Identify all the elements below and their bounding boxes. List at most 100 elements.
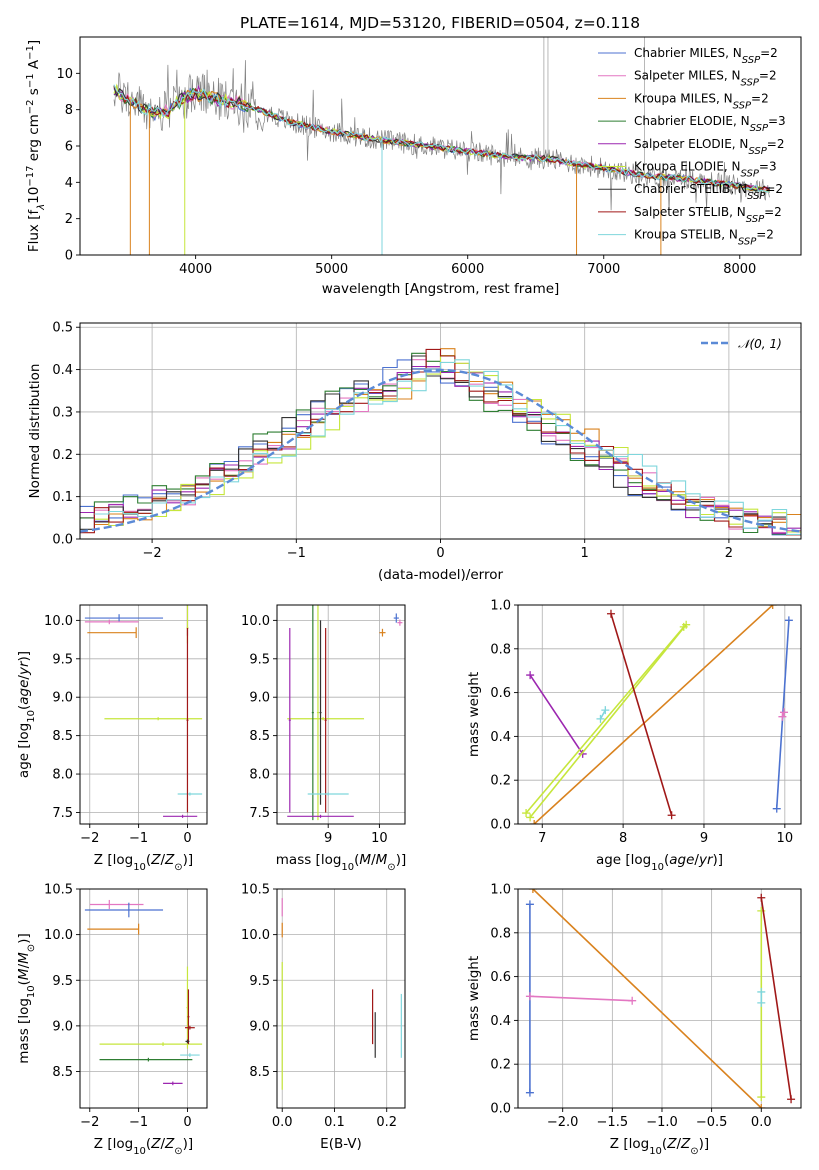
y-tick-label: 10.0 <box>44 928 73 943</box>
plot-area <box>277 889 405 1108</box>
error-bar <box>311 605 314 821</box>
panel-residuals: −2 −1 0 1 2 0.0 0.1 0.2 0.3 0.4 0.5 <box>52 321 802 561</box>
error-bar <box>177 792 203 796</box>
y-axis-label: mass weight <box>466 672 482 757</box>
error-bar <box>84 902 164 918</box>
error-bar <box>185 1039 190 1044</box>
weight-marker <box>768 605 777 609</box>
error-bar <box>99 1042 203 1046</box>
y-tick-label: 10.0 <box>241 928 270 943</box>
y-tick-label: 0.3 <box>52 405 73 420</box>
x-tick-label: −2 <box>143 546 162 561</box>
weight-series <box>526 671 587 758</box>
error-bar <box>84 614 164 622</box>
error-bar <box>99 1057 193 1062</box>
weight-marker <box>787 1095 796 1104</box>
error-bar <box>186 628 189 813</box>
y-tick-label: 0.2 <box>52 448 73 463</box>
weight-marker <box>667 811 676 820</box>
weight-marker <box>772 804 781 813</box>
y-tick-label: 9.5 <box>52 974 73 989</box>
plot-area <box>80 889 207 1108</box>
legend-label: Salpeter ELODIE, NSSP=2 <box>634 137 784 157</box>
x-tick-label: 0 <box>183 1115 191 1130</box>
legend-label: Chabrier ELODIE, NSSP=3 <box>634 114 786 134</box>
axes-frame <box>276 888 406 1109</box>
weight-marker <box>757 1093 766 1102</box>
x-tick-label: 7000 <box>587 262 620 277</box>
y-tick-label: 0.5 <box>52 321 73 336</box>
axes-frame <box>276 604 406 825</box>
x-tick-label: 0 <box>436 546 444 561</box>
weight-marker <box>526 813 535 822</box>
x-tick-label: 9 <box>324 831 332 846</box>
legend-label: Kroupa ELODIE, NSSP=3 <box>634 160 777 180</box>
y-tick-label: 0.0 <box>490 818 511 833</box>
legend-label: 𝒩(0, 1) <box>738 337 782 351</box>
weight-line <box>760 897 792 1100</box>
panel-weight-vs-age: 7 8 9 10 0.0 0.2 0.4 0.6 0.8 1.0 <box>490 599 802 846</box>
y-tick-label: 10 <box>56 67 73 82</box>
x-tick-label: 7 <box>538 831 546 846</box>
y-tick-label: 8 <box>65 103 73 118</box>
x-axis-label: mass [log10(M/M⊙)] <box>276 852 406 873</box>
y-axis-label: age [log10(age/yr)] <box>16 651 37 778</box>
error-bar <box>307 792 349 796</box>
x-tick-label: 8 <box>619 831 627 846</box>
weight-marker <box>530 820 539 824</box>
x-tick-label: 6000 <box>451 262 484 277</box>
y-tick-label: 10.5 <box>241 883 270 898</box>
error-bar <box>87 923 140 935</box>
weight-marker <box>757 893 766 902</box>
y-tick-label: 1.0 <box>490 599 511 614</box>
y-tick-label: 0.6 <box>490 970 511 985</box>
error-bar <box>84 619 139 625</box>
legend-label: Kroupa STELIB, NSSP=2 <box>634 228 774 248</box>
plot-area <box>80 323 801 539</box>
x-tick-label: −1 <box>129 1115 148 1130</box>
axes-frame <box>517 888 802 1109</box>
weight-line <box>529 674 584 755</box>
y-tick-label: 6 <box>65 140 73 155</box>
normal-curve <box>80 368 801 533</box>
plot-area <box>518 605 801 824</box>
y-tick-label: 4 <box>65 176 73 191</box>
panel-age-vs-Z: −2 −1 0 7.5 8.0 8.5 9.0 9.5 10.0 <box>44 604 208 846</box>
weight-series <box>778 708 789 721</box>
weight-marker <box>778 712 787 721</box>
y-tick-label: 9.0 <box>249 691 270 706</box>
y-tick-label: 9.5 <box>52 652 73 667</box>
y-tick-label: 8.0 <box>249 768 270 783</box>
weight-marker <box>526 671 535 680</box>
x-axis-label: age [log10(age/yr)] <box>596 852 723 873</box>
y-tick-label: 0.0 <box>52 533 73 548</box>
y-tick-label: 2 <box>65 212 73 227</box>
x-tick-label: −2 <box>80 831 99 846</box>
x-tick-label: 5000 <box>315 262 348 277</box>
weight-marker <box>784 616 793 625</box>
y-tick-label: 9.0 <box>249 1019 270 1034</box>
weight-marker <box>525 900 534 909</box>
y-axis-label: mass [log10(M/M⊙)] <box>16 933 37 1063</box>
x-axis-label: (data-model)/error <box>378 567 504 583</box>
y-tick-label: 10.0 <box>241 614 270 629</box>
y-axis-label: Normed distribution <box>27 364 43 499</box>
error-bar <box>316 605 319 821</box>
error-bar <box>319 620 322 805</box>
axes-frame <box>79 36 802 256</box>
error-bar <box>324 628 327 813</box>
weight-line <box>610 613 673 816</box>
x-tick-label: −1 <box>129 831 148 846</box>
weight-marker <box>528 889 537 893</box>
y-tick-label: 0.1 <box>52 490 73 505</box>
axes-frame <box>79 322 802 540</box>
y-tick-label: 0.0 <box>490 1102 511 1117</box>
y-tick-label: 1.0 <box>490 883 511 898</box>
legend-label: Chabrier STELIB, NSSP=2 <box>634 182 783 202</box>
legend-label: Salpeter STELIB, NSSP=2 <box>634 205 782 225</box>
error-bar <box>87 627 137 639</box>
error-bar <box>180 1053 200 1057</box>
legend-label: Kroupa MILES, NSSP=2 <box>634 91 769 111</box>
panel-weight-vs-Z: −2.0 −1.5 −1.0 −0.5 0.0 0.0 0.2 0.4 0.6 0.8 1.0 <box>490 883 802 1130</box>
x-tick-label: −1 <box>287 546 306 561</box>
